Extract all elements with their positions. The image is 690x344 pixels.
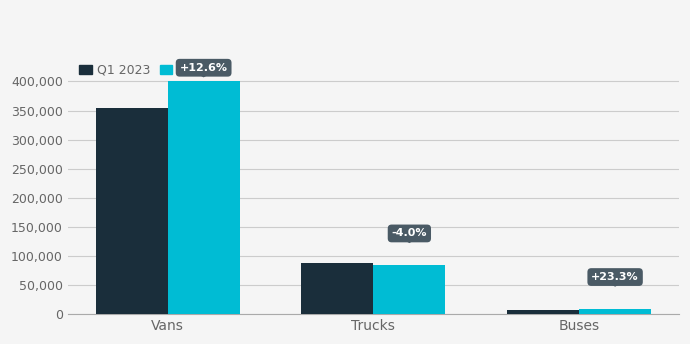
Text: -4.0%: -4.0%	[392, 228, 427, 238]
Bar	[302, 263, 373, 314]
Text: +12.6%: +12.6%	[179, 63, 228, 73]
Polygon shape	[401, 238, 417, 243]
Polygon shape	[195, 73, 212, 77]
Legend: Q1 2023, Q1 2024: Q1 2023, Q1 2024	[74, 58, 236, 82]
Polygon shape	[607, 282, 623, 287]
Text: +23.3%: +23.3%	[591, 272, 639, 282]
Bar	[579, 309, 651, 314]
Bar	[96, 108, 168, 314]
Bar	[168, 82, 239, 314]
Bar	[373, 265, 445, 314]
Bar	[507, 310, 579, 314]
